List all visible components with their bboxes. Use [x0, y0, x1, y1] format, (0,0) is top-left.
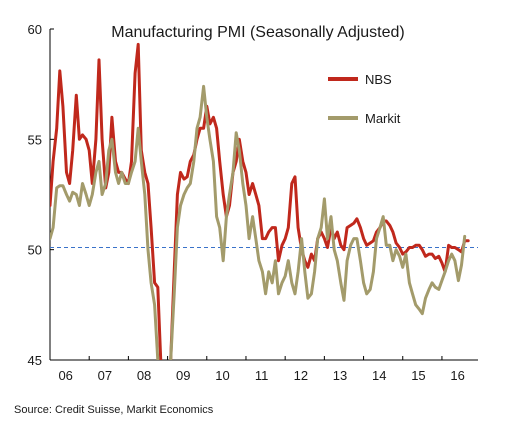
source-note: Source: Credit Suisse, Markit Economics — [14, 404, 214, 416]
series-line-markit — [50, 84, 467, 360]
legend-item-nbs: NBS — [328, 72, 392, 87]
x-tick-label: 08 — [137, 368, 151, 383]
x-tick-label: 10 — [215, 368, 229, 383]
series-line-nbs — [50, 42, 470, 360]
x-tick-label: 09 — [176, 368, 190, 383]
y-tick-label: 45 — [28, 353, 42, 368]
x-tick-label: 06 — [58, 368, 72, 383]
legend-label: Markit — [365, 111, 401, 126]
x-tick-label: 12 — [294, 368, 308, 383]
x-tick-label: 11 — [255, 368, 269, 383]
chart-title: Manufacturing PMI (Seasonally Adjusted) — [111, 24, 404, 41]
x-tick-label: 07 — [98, 368, 112, 383]
y-tick-label: 50 — [28, 243, 42, 258]
x-tick-label: 14 — [372, 368, 386, 383]
legend-label: NBS — [365, 72, 392, 87]
x-tick-label: 13 — [333, 368, 347, 383]
axes: 45 50 55 60 06 07 08 09 10 11 12 13 14 15 16 — [28, 22, 478, 383]
x-tick-label: 16 — [450, 368, 464, 383]
y-tick-label: 55 — [28, 132, 42, 147]
series-layer — [50, 42, 470, 360]
legend: NBS Markit — [328, 72, 401, 126]
y-tick-label: 60 — [28, 22, 42, 37]
x-tick-label: 15 — [411, 368, 425, 383]
legend-item-markit: Markit — [328, 111, 401, 126]
